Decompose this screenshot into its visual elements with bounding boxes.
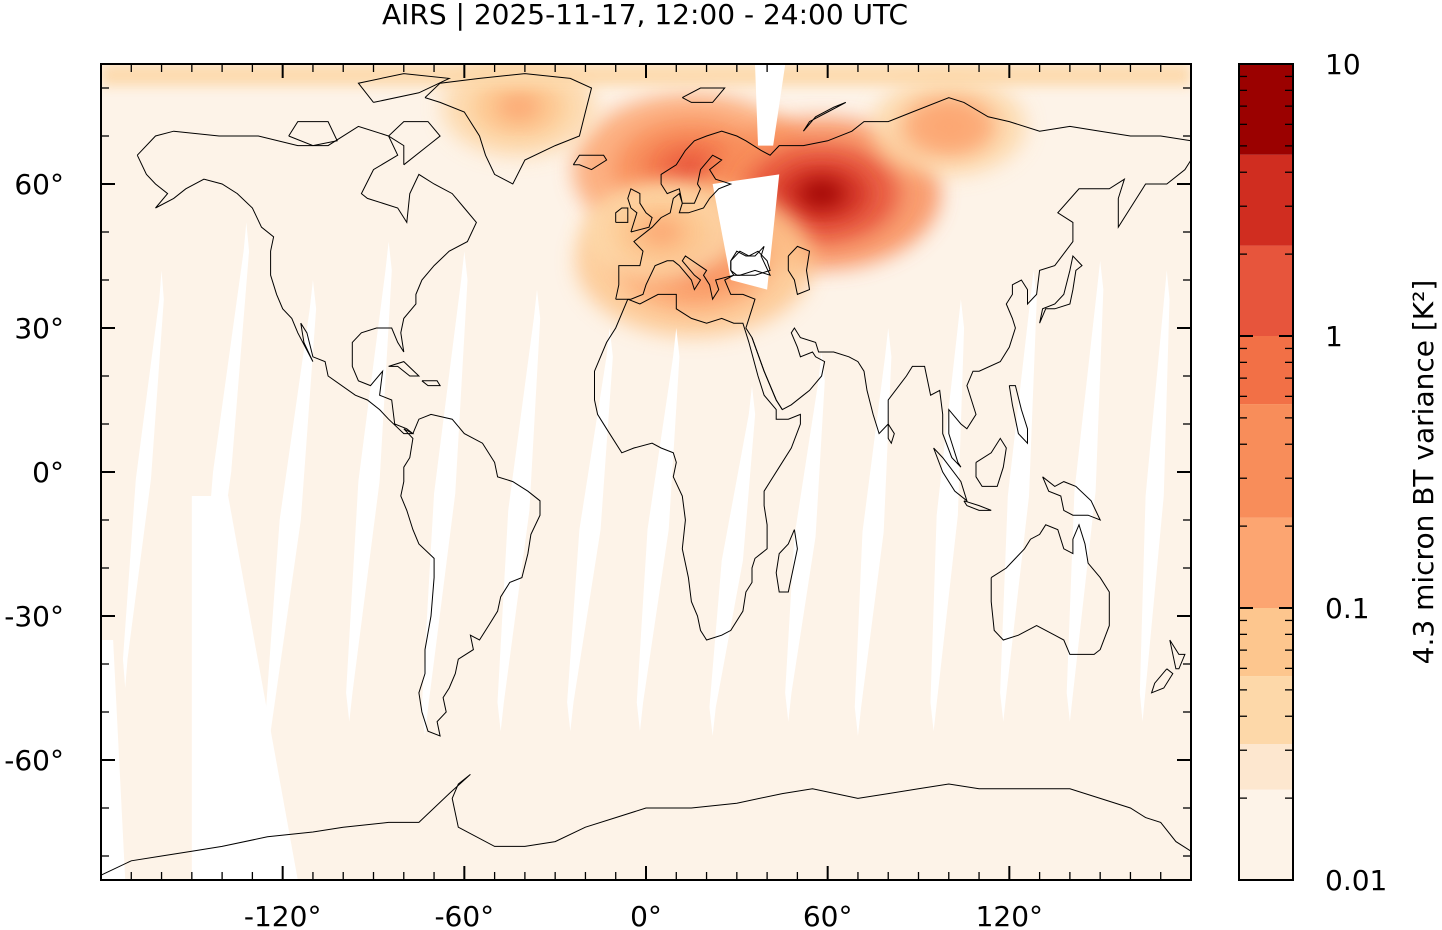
colorbar-band-7: [1239, 245, 1293, 336]
x-tick-label: 60°: [803, 900, 853, 930]
hotspot-0-ring-3: [668, 155, 714, 185]
orbit-gap-0: [122, 270, 164, 688]
coastline-indonesia-sumatra: [933, 447, 968, 503]
orbit-gap-12: [1000, 270, 1037, 722]
coastline-australia: [990, 523, 1110, 655]
y-tick-label: -60°: [4, 744, 64, 777]
coastline-cuba: [388, 361, 421, 377]
colorbar-band-8: [1239, 154, 1293, 246]
coastline-japan: [1039, 254, 1083, 324]
coastline-iceland: [572, 154, 608, 171]
colorbar-label: 4.3 micron BT variance [K²]: [1407, 280, 1440, 665]
orbit-gap-14: [1139, 270, 1170, 722]
colorbar-band-1: [1239, 744, 1293, 790]
map-panel: -120° -60° 0° 60° 120° 60° 30° 0° -30° -60°: [4, 63, 1192, 930]
colorbar: 10 1 0.1 0.01 4.3 micron BT variance [K²]: [1238, 48, 1440, 897]
colorbar-tick-label: 1: [1325, 320, 1343, 353]
coastline-philippines: [1008, 385, 1028, 445]
colorbar-frame: [1238, 63, 1294, 881]
coastline-antarctica: [101, 774, 1191, 876]
coastline-arabia-detail: [751, 337, 783, 410]
coastline-new-zealand-s: [1150, 668, 1174, 694]
colorbar-tick-labels: 10 1 0.1 0.01: [1325, 48, 1387, 897]
orbit-gap-8: [709, 385, 756, 736]
orbit-gap-7: [636, 328, 680, 732]
coastline-africa: [594, 293, 801, 641]
hotspot-3-ring-3: [496, 92, 542, 122]
x-tick-label: 0°: [630, 900, 662, 930]
coastline-europe-asia: [615, 97, 1191, 468]
orbit-gap-13: [1066, 260, 1104, 722]
y-tick-label: -30°: [4, 600, 64, 633]
hotspot-1-ring-3: [799, 179, 845, 209]
orbit-gap-north-1: [755, 64, 786, 146]
x-tick-label: 120°: [976, 900, 1043, 930]
coastline-layer: [101, 73, 1191, 876]
hotspot-4-ring-3: [926, 112, 972, 141]
coastline-greenland: [424, 73, 593, 185]
orbit-gap-north-0: [712, 174, 780, 290]
coastline-hispaniola: [421, 380, 442, 387]
colorbar-band-3: [1239, 608, 1293, 677]
orbit-gap-2: [264, 280, 317, 760]
colorbar-tick-label: 0.01: [1325, 864, 1387, 897]
orbit-gap-9: [785, 352, 825, 722]
map-ticks: [101, 64, 1191, 880]
x-tick-label: -60°: [434, 900, 494, 930]
orbit-gap-4: [421, 251, 468, 736]
coastline-victoria-island: [288, 121, 338, 147]
coastline-new-zealand-n: [1169, 639, 1186, 670]
coastline-madagascar: [775, 529, 798, 593]
chart-title: AIRS | 2025-11-17, 12:00 - 24:00 UTC: [382, 0, 908, 31]
y-tick-label: 0°: [32, 456, 64, 489]
coastline-ireland: [615, 207, 629, 223]
y-axis-tick-labels: 60° 30° 0° -30° -60°: [4, 168, 64, 777]
orbit-gap-6: [567, 328, 613, 732]
coastline-north-america: [136, 125, 477, 435]
colorbar-bands: [1239, 64, 1293, 880]
x-tick-label: -120°: [244, 900, 322, 930]
orbit-gap-south-0: [191, 496, 298, 880]
y-tick-label: 60°: [14, 168, 64, 201]
colorbar-band-4: [1239, 517, 1293, 608]
orbit-gap-3: [346, 241, 392, 722]
coastline-novaya-zemlya: [802, 101, 847, 132]
colorbar-tick-label: 10: [1325, 48, 1361, 81]
colorbar-band-2: [1239, 676, 1293, 745]
coastline-south-america: [400, 413, 541, 737]
coastline-sri-lanka: [887, 423, 895, 445]
coastline-indonesia-java: [963, 500, 992, 511]
orbit-gap-11: [930, 299, 965, 732]
orbit-gap-5: [497, 289, 541, 732]
coastline-ellesmere: [357, 73, 452, 103]
x-axis-tick-labels: -120° -60° 0° 60° 120°: [244, 900, 1043, 930]
colorbar-band-5: [1239, 404, 1293, 518]
colorbar-band-9: [1239, 64, 1293, 155]
coastline-baffin: [387, 121, 441, 166]
coastline-uk: [627, 188, 653, 233]
coastline-svalbard: [682, 87, 726, 103]
colorbar-tick-label: 0.1: [1325, 592, 1370, 625]
orbit-gap-layer: [101, 64, 1170, 880]
coastline-black-sea: [730, 250, 771, 276]
coastline-new-guinea: [1042, 476, 1102, 521]
coastline-indonesia-borneo: [975, 437, 1007, 487]
coastline-caspian: [787, 245, 811, 296]
colorbar-band-6: [1239, 336, 1293, 405]
colorbar-ticks: [1239, 63, 1293, 881]
colorbar-band-0: [1239, 789, 1293, 880]
y-tick-label: 30°: [14, 312, 64, 345]
